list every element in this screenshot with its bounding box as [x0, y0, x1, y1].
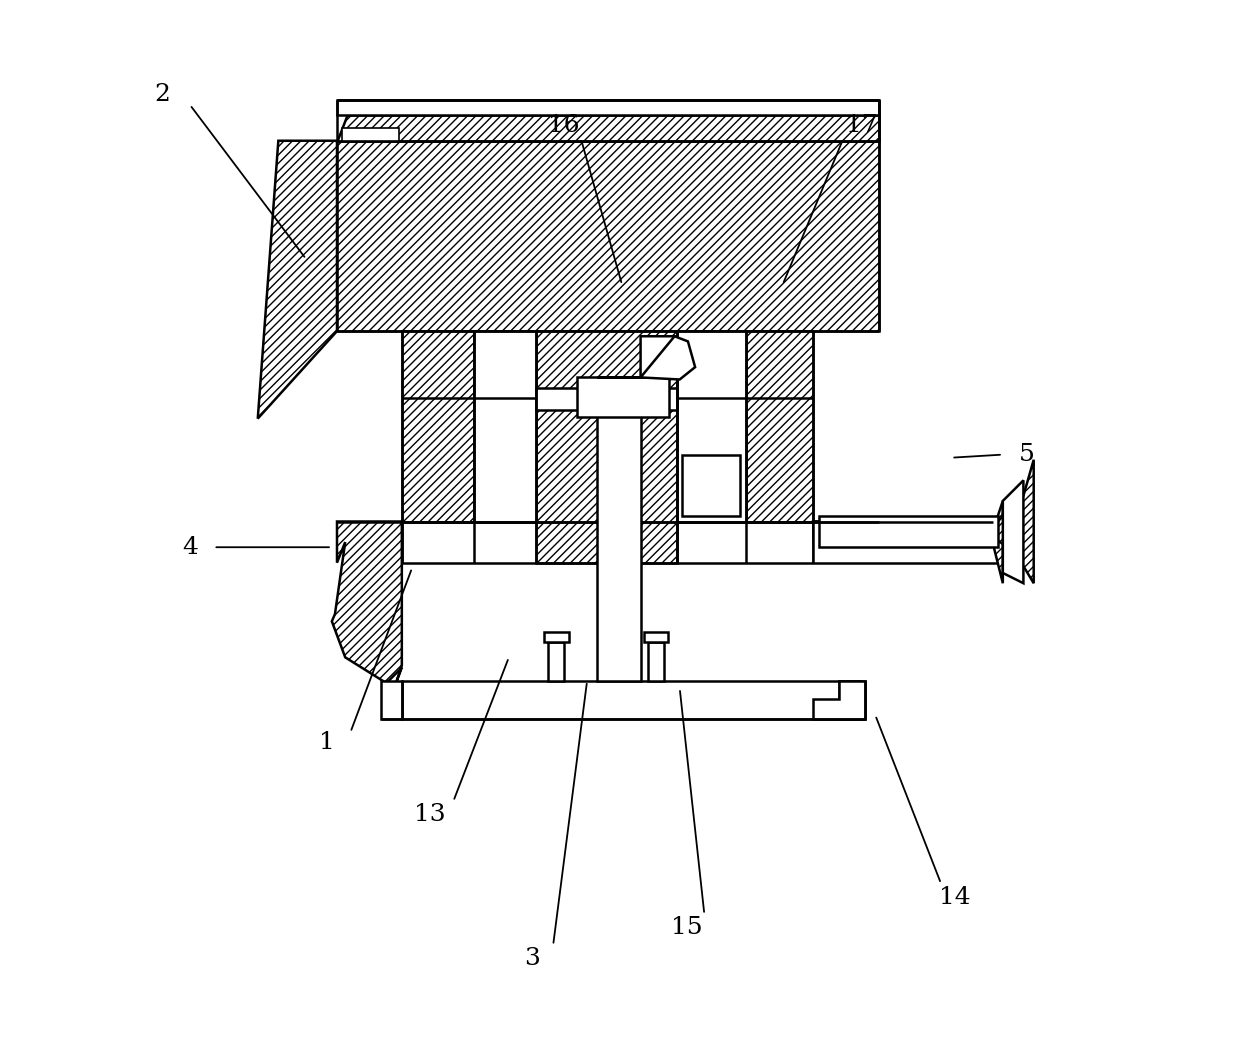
Text: 1: 1 [319, 731, 335, 754]
Bar [548, 641, 564, 681]
Polygon shape [337, 115, 879, 141]
Polygon shape [813, 681, 866, 719]
Bar [474, 331, 536, 522]
Bar [644, 632, 668, 641]
Text: 16: 16 [548, 114, 579, 137]
Bar [342, 128, 399, 141]
Text: 2: 2 [154, 83, 170, 106]
Text: 4: 4 [182, 536, 197, 559]
Text: 5: 5 [1018, 443, 1034, 466]
Polygon shape [1003, 481, 1023, 583]
Bar [536, 331, 677, 562]
Bar [839, 681, 859, 719]
Polygon shape [813, 501, 1003, 583]
Bar [337, 99, 879, 115]
Bar [813, 522, 992, 562]
Bar [682, 455, 740, 516]
Polygon shape [258, 141, 337, 418]
Bar [402, 331, 474, 522]
Bar [677, 331, 745, 522]
Text: 14: 14 [939, 886, 970, 908]
Bar [745, 331, 813, 522]
Polygon shape [598, 336, 675, 378]
Bar [598, 398, 641, 681]
Bar [544, 632, 569, 641]
Bar [536, 388, 677, 410]
Text: 15: 15 [671, 917, 703, 940]
Polygon shape [337, 141, 879, 331]
Text: 17: 17 [846, 114, 878, 137]
Polygon shape [332, 522, 402, 683]
Text: 3: 3 [525, 947, 541, 970]
Bar [647, 641, 665, 681]
Polygon shape [641, 336, 696, 380]
Bar [381, 681, 402, 719]
Bar [402, 681, 866, 719]
Polygon shape [813, 460, 1034, 583]
Text: 13: 13 [414, 803, 445, 826]
Bar [577, 378, 670, 416]
Polygon shape [818, 516, 998, 548]
